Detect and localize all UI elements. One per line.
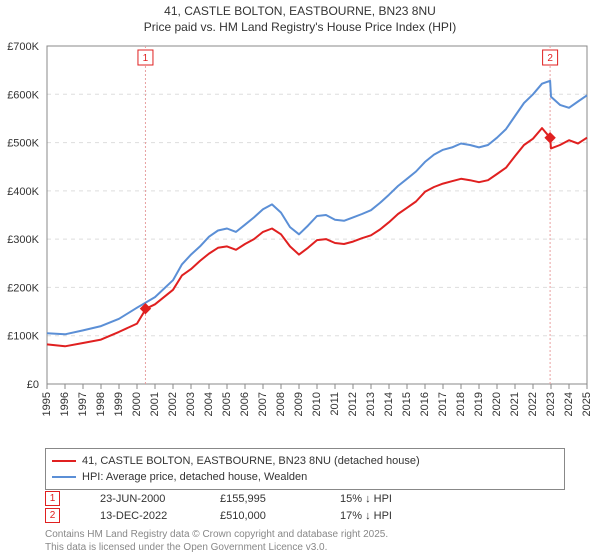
- marker-num: 2: [547, 53, 553, 64]
- x-tick-label: 2024: [563, 392, 575, 416]
- y-tick-label: £200K: [7, 282, 39, 294]
- y-tick-label: £300K: [7, 234, 39, 246]
- x-tick-label: 2019: [473, 392, 485, 416]
- title-line1: 41, CASTLE BOLTON, EASTBOURNE, BN23 8NU: [0, 4, 600, 20]
- x-tick-label: 2015: [401, 392, 413, 416]
- x-tick-label: 2023: [545, 392, 557, 416]
- x-tick-label: 2022: [527, 392, 539, 416]
- sales-table: 1 23-JUN-2000£155,99515% ↓ HPI 2 13-DEC-202…: [45, 490, 565, 524]
- chart-svg: £0 £100K £200K £300K £400K £500K £600K £700K 199…: [0, 42, 600, 442]
- y-tick-label: £600K: [7, 89, 39, 101]
- x-tick-label: 2018: [455, 392, 467, 416]
- x-tick-label: 1995: [41, 392, 53, 416]
- x-tick-label: 2006: [239, 392, 251, 416]
- x-tick-label: 1996: [59, 392, 71, 416]
- y-tick-label: £500K: [7, 138, 39, 150]
- x-tick-label: 2007: [257, 392, 269, 416]
- x-tick-label: 2016: [419, 392, 431, 416]
- x-tick-label: 2001: [149, 392, 161, 416]
- x-tick-label: 2002: [167, 392, 179, 416]
- x-tick-label: 2000: [131, 392, 143, 416]
- footer: Contains HM Land Registry data © Crown c…: [45, 528, 565, 554]
- sale-date: 23-JUN-2000: [100, 493, 220, 505]
- chart-title: 41, CASTLE BOLTON, EASTBOURNE, BN23 8NU …: [0, 4, 600, 35]
- x-tick-label: 1997: [77, 392, 89, 416]
- legend-swatch: [52, 476, 76, 478]
- x-tick-label: 2020: [491, 392, 503, 416]
- y-tick-label: £700K: [7, 42, 39, 53]
- legend-swatch: [52, 460, 76, 462]
- legend-label: 41, CASTLE BOLTON, EASTBOURNE, BN23 8NU …: [82, 455, 420, 467]
- x-tick-label: 2011: [329, 392, 341, 416]
- sale-price: £510,000: [220, 510, 340, 522]
- title-line2: Price paid vs. HM Land Registry's House …: [0, 20, 600, 36]
- x-tick-label: 2003: [185, 392, 197, 416]
- x-tick-label: 2025: [581, 392, 593, 416]
- sale-marker-box: 2: [45, 508, 60, 523]
- x-tick-label: 2010: [311, 392, 323, 416]
- legend-label: HPI: Average price, detached house, Weal…: [82, 471, 307, 483]
- x-tick-label: 2013: [365, 392, 377, 416]
- series-hpi: [47, 81, 587, 334]
- x-tick-label: 1999: [113, 392, 125, 416]
- sale-delta: 17% ↓ HPI: [340, 510, 460, 522]
- legend-item: HPI: Average price, detached house, Weal…: [52, 469, 558, 485]
- sale-delta: 15% ↓ HPI: [340, 493, 460, 505]
- chart: £0 £100K £200K £300K £400K £500K £600K £700K 199…: [0, 42, 600, 442]
- x-tick-label: 2008: [275, 392, 287, 416]
- sale-row: 2 13-DEC-2022£510,00017% ↓ HPI: [45, 507, 565, 524]
- legend-item: 41, CASTLE BOLTON, EASTBOURNE, BN23 8NU …: [52, 453, 558, 469]
- marker-num: 1: [143, 53, 149, 64]
- x-tick-label: 1998: [95, 392, 107, 416]
- x-tick-label: 2004: [203, 392, 215, 416]
- footer-line2: This data is licensed under the Open Gov…: [45, 541, 565, 554]
- y-tick-label: £100K: [7, 331, 39, 343]
- legend: 41, CASTLE BOLTON, EASTBOURNE, BN23 8NU …: [45, 448, 565, 490]
- x-tick-label: 2005: [221, 392, 233, 416]
- x-tick-label: 2009: [293, 392, 305, 416]
- footer-line1: Contains HM Land Registry data © Crown c…: [45, 528, 565, 541]
- y-tick-label: £400K: [7, 186, 39, 198]
- y-tick-label: £0: [27, 379, 39, 391]
- x-tick-label: 2017: [437, 392, 449, 416]
- sale-row: 1 23-JUN-2000£155,99515% ↓ HPI: [45, 490, 565, 507]
- sale-marker-box: 1: [45, 491, 60, 506]
- x-tick-label: 2014: [383, 392, 395, 416]
- sale-date: 13-DEC-2022: [100, 510, 220, 522]
- x-tick-label: 2012: [347, 392, 359, 416]
- x-tick-label: 2021: [509, 392, 521, 416]
- sale-price: £155,995: [220, 493, 340, 505]
